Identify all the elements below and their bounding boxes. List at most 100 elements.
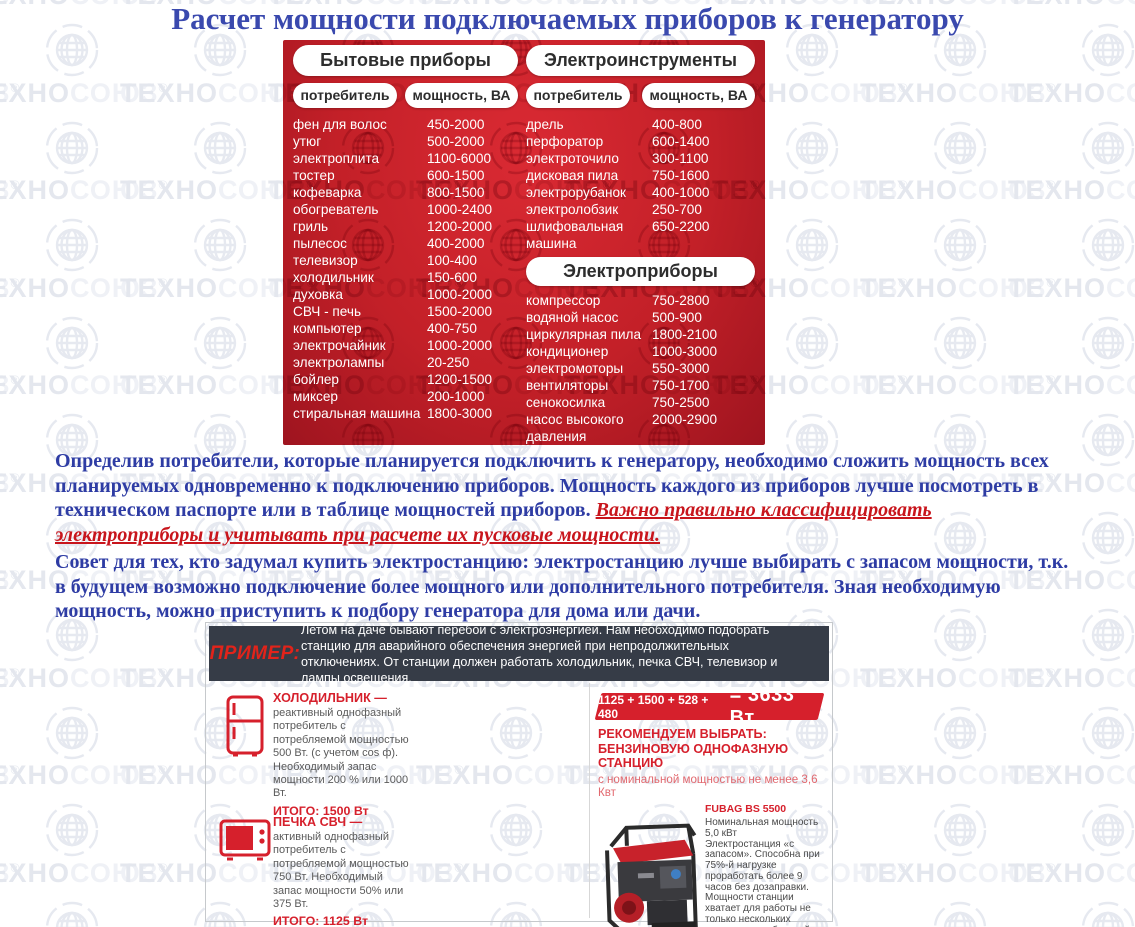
consumer-name: пылесос <box>293 236 347 251</box>
power-range: 400-750 <box>427 321 477 336</box>
table-row: телевизор 100-400 <box>293 252 518 269</box>
consumer-name: миксер <box>293 389 338 404</box>
brand-watermark-text: ТЕХНОСОЮЗ® <box>1008 760 1135 790</box>
brand-globe <box>784 315 840 371</box>
consumer-name: фен для волос <box>293 117 387 132</box>
refrigerator-icon <box>217 691 273 807</box>
generator-description: Электростанция «с запасом». Способна при… <box>705 838 820 927</box>
brand-globe <box>1080 705 1135 761</box>
table-row: кофеварка 800-1500 <box>293 184 518 201</box>
table-row: утюг 500-2000 <box>293 133 518 150</box>
column-header-power: мощность, ВА <box>642 83 755 108</box>
brand-watermark-text: ТЕХНОСОЮЗ® <box>0 370 169 400</box>
consumer-name: электролампы <box>293 355 385 370</box>
power-range: 100-400 <box>427 253 477 268</box>
power-range: 1200-2000 <box>427 219 493 234</box>
brand-watermark-text: ТЕХНОСОЮЗ® <box>0 662 169 693</box>
table-row: компьютер 400-750 <box>293 320 518 337</box>
example-item-refrigerator: ХОЛОДИЛЬНИК — реактивный однофазный потр… <box>217 691 409 818</box>
table-row: пылесос 400-2000 <box>293 235 518 252</box>
example-panel: ПРИМЕР: Летом на даче бывают перебои с э… <box>205 622 833 927</box>
consumer-name: компрессор <box>526 293 601 308</box>
power-range: 750-1700 <box>652 378 710 393</box>
table-row: гриль 1200-2000 <box>293 218 518 235</box>
power-range: 250-700 <box>652 202 702 217</box>
consumer-name: циркулярная пила <box>526 327 642 342</box>
brand-globe <box>1080 900 1135 927</box>
brand-globe-icon <box>933 121 987 174</box>
table-row: электролампы 20-250 <box>293 354 518 371</box>
sum-result: = 3633 Вт <box>729 683 795 729</box>
brand-watermark-text: ТЕХНОСОЮЗ® <box>0 467 21 498</box>
consumer-name: бойлер <box>293 372 339 387</box>
table-row: электромоторы 550-3000 <box>526 360 755 377</box>
recommendation-column: 1125 + 1500 + 528 + 480 = 3633 Вт РЕКОМЕ… <box>589 683 829 927</box>
power-range: 650-2200 <box>652 219 710 234</box>
table-row: кондиционер 1000-3000 <box>526 343 755 360</box>
household-rows: фен для волос 450-2000 утюг 500-2000 электро… <box>293 116 518 422</box>
generator-model: FUBAG BS 5500 <box>705 802 787 815</box>
table-row: дрель 400-800 <box>526 116 755 133</box>
consumer-name: электроплита <box>293 151 380 166</box>
table-row: циркулярная пила 1800-2100 <box>526 326 755 343</box>
table-row: шлифовальная машина 650-2200 <box>526 218 755 252</box>
brand-globe-icon <box>785 121 839 174</box>
recommendation-type: БЕНЗИНОВУЮ ОДНОФАЗНУЮ СТАНЦИЮ <box>598 741 789 771</box>
brand-watermark-text: ТЕХНОСОЮЗ® <box>860 175 1057 205</box>
consumer-name: стиральная машина <box>293 406 421 421</box>
brand-watermark-text: ТЕХНОСОЮЗ® <box>0 77 21 108</box>
brand-watermark-text: ТЕХНОСОЮЗ® <box>860 662 1057 693</box>
consumer-name: насос высокого давления <box>526 412 624 444</box>
power-range: 150-600 <box>427 270 477 285</box>
brand-watermark-text: ТЕХНОСОЮЗ® <box>1008 370 1135 400</box>
brand-globe-icon <box>933 316 987 369</box>
brand-watermark-text: ТЕХНОСОЮЗ® <box>1008 77 1135 108</box>
table-row: стиральная машина 1800-3000 <box>293 405 518 422</box>
power-range: 1500-2000 <box>427 304 493 319</box>
power-table: ТЕХНОСОЮЗ® ТЕХНОСОЮЗ® ТЕХНОСОЮЗ® ТЕХНОСО… <box>283 40 765 445</box>
consumer-name: кофеварка <box>293 185 362 200</box>
consumer-name: дисковая пила <box>526 168 619 183</box>
column-header-consumer: потребитель <box>293 83 397 108</box>
brand-globe <box>1080 412 1135 468</box>
table-row: перфоратор 600-1400 <box>526 133 755 150</box>
power-range: 1000-2000 <box>427 338 493 353</box>
brand-watermark-text: ТЕХНОСОЮЗ® <box>860 857 1057 888</box>
power-range: 1800-2100 <box>652 327 718 342</box>
table-row: дисковая пила 750-1600 <box>526 167 755 184</box>
power-range: 400-1000 <box>652 185 710 200</box>
brand-watermark-text: ТЕХНОСОЮЗ® <box>0 175 169 205</box>
microwave-icon <box>217 815 273 927</box>
power-range: 1200-1500 <box>427 372 493 387</box>
brand-globe-icon <box>933 803 987 857</box>
power-sum-banner: 1125 + 1500 + 528 + 480 = 3633 Вт <box>594 684 825 729</box>
consumer-name: электромоторы <box>526 361 624 376</box>
brand-watermark-text: ТЕХНОСОЮЗ® <box>0 565 21 595</box>
brand-globe-icon <box>45 316 99 369</box>
brand-globe-icon <box>193 121 247 174</box>
brand-globe <box>192 120 248 176</box>
generator-power: Номинальная мощность 5,0 кВт <box>705 816 819 839</box>
consumer-name: гриль <box>293 219 329 234</box>
consumer-name: водяной насос <box>526 310 619 325</box>
brand-globe <box>932 900 988 927</box>
brand-globe <box>932 120 988 176</box>
power-range: 2000-2900 <box>652 412 718 427</box>
brand-globe <box>44 705 100 761</box>
column-header-power: мощность, ВА <box>405 83 518 108</box>
power-range: 200-1000 <box>427 389 485 404</box>
table-row: холодильник 150-600 <box>293 269 518 286</box>
consumer-name: вентиляторы <box>526 378 609 393</box>
advice-text: Совет для тех, кто задумал купить электр… <box>55 551 1069 622</box>
tools-column: Электроинструменты потребитель мощность,… <box>526 45 755 445</box>
brand-watermark-text: ТЕХНОСОЮЗ® <box>0 175 21 205</box>
brand-globe-icon <box>1081 706 1135 759</box>
brand-globe <box>192 315 248 371</box>
consumer-name: телевизор <box>293 253 358 268</box>
power-range: 1000-2400 <box>427 202 493 217</box>
consumer-name: перфоратор <box>526 134 604 149</box>
brand-globe-icon <box>1081 316 1135 369</box>
power-range: 400-2000 <box>427 236 485 251</box>
table-row: вентиляторы 750-1700 <box>526 377 755 394</box>
table-row: сенокосилка 750-2500 <box>526 394 755 411</box>
